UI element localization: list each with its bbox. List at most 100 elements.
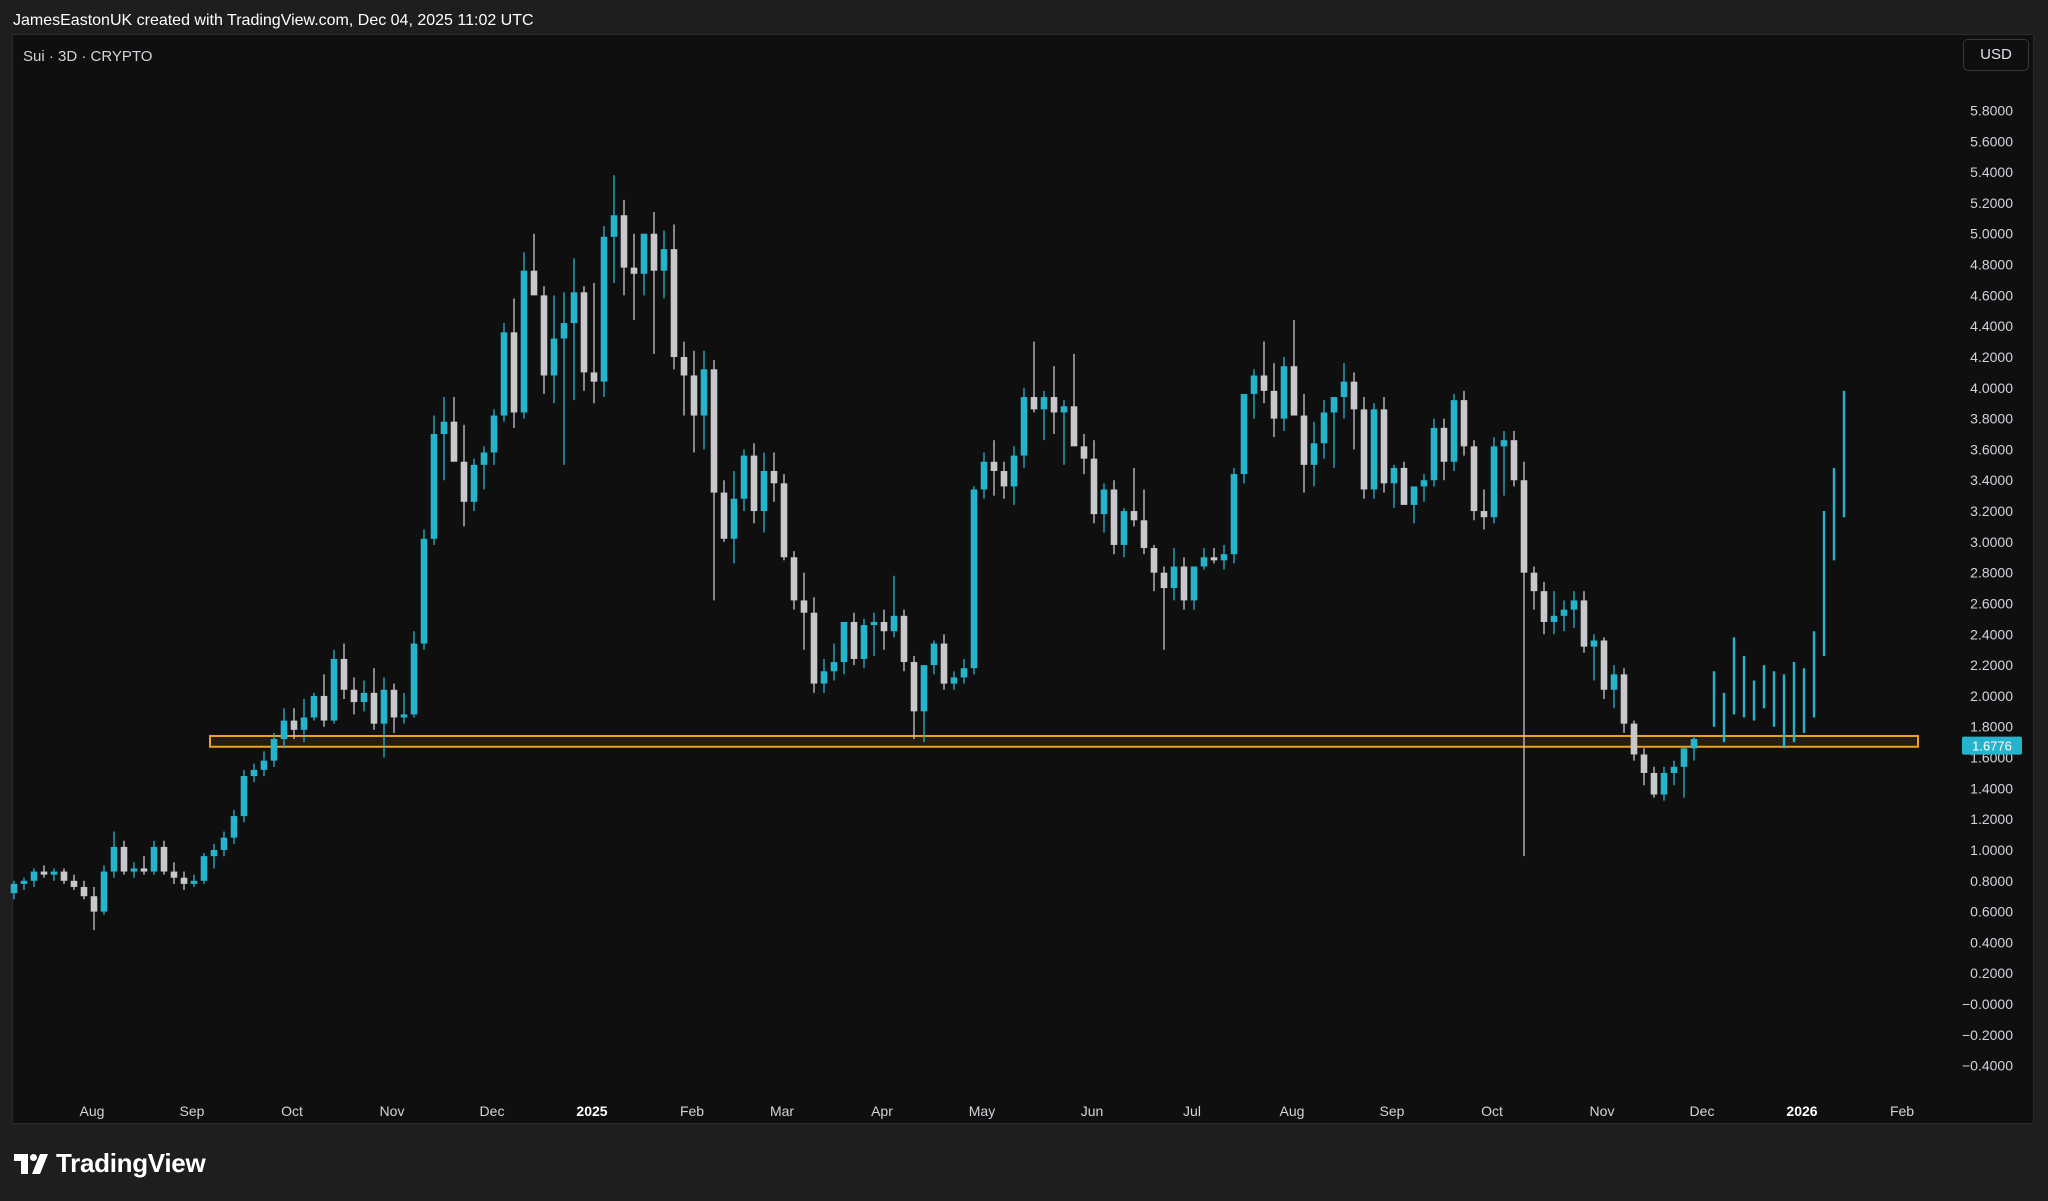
current-price-label: 1.6776 — [1972, 739, 2012, 754]
price-tick-label: 4.8000 — [1970, 257, 2013, 273]
candle — [80, 880, 88, 900]
candle-body — [720, 492, 728, 539]
candle-body — [650, 233, 658, 271]
candle — [1390, 464, 1398, 508]
top-bar: JamesEastonUK created with TradingView.c… — [0, 0, 2048, 34]
candle — [960, 658, 968, 684]
candle — [1370, 403, 1378, 499]
price-tick-label: 5.2000 — [1970, 195, 2013, 211]
support-zone-layer — [209, 734, 1919, 748]
candle-body — [460, 461, 468, 502]
candle-body — [890, 615, 898, 632]
candle — [810, 597, 818, 693]
candle — [650, 212, 658, 354]
candle-body — [1660, 772, 1668, 795]
price-tick-label: 2.0000 — [1970, 688, 2013, 704]
candle — [1040, 390, 1048, 441]
price-tick-label: 2.8000 — [1970, 565, 2013, 581]
candle — [920, 665, 928, 743]
candle — [1140, 489, 1148, 555]
candle — [1290, 320, 1298, 416]
tradingview-logo[interactable]: TradingView — [14, 1148, 206, 1179]
candle-body — [740, 455, 748, 499]
candle — [160, 840, 168, 875]
candle — [710, 360, 718, 601]
price-tick-label: 2.4000 — [1970, 626, 2013, 642]
candle — [1060, 400, 1068, 465]
candle-body — [350, 689, 358, 703]
candle — [1690, 735, 1698, 761]
time-tick-label: Aug — [1280, 1103, 1305, 1119]
time-tick-label: Mar — [770, 1103, 794, 1119]
candle — [1240, 393, 1248, 484]
symbol-label[interactable]: Sui · 3D · CRYPTO — [23, 48, 153, 65]
candle-body — [1150, 548, 1158, 573]
candle — [130, 862, 138, 878]
candle-body — [200, 856, 208, 881]
candle-body — [120, 846, 128, 872]
candle-body — [810, 612, 818, 684]
candle — [100, 865, 108, 915]
time-tick-label: Dec — [1690, 1103, 1715, 1119]
candle-body — [600, 236, 608, 382]
candle-body — [500, 332, 508, 416]
candle — [730, 470, 738, 564]
candle-body — [310, 695, 318, 718]
candle-body — [700, 369, 708, 416]
candle-body — [60, 871, 68, 881]
candle — [1380, 397, 1388, 493]
candle — [10, 880, 18, 900]
candle-body — [730, 498, 738, 539]
author-credit: JamesEastonUK created with TradingView.c… — [13, 12, 534, 29]
candle-body — [40, 871, 48, 875]
footer-bar — [0, 1124, 2048, 1201]
candle-body — [70, 880, 78, 887]
candle — [750, 443, 758, 524]
candle-body — [1020, 397, 1028, 456]
candle — [1500, 430, 1508, 496]
time-tick-label: Dec — [480, 1103, 505, 1119]
candle-body — [100, 871, 108, 912]
candle-body — [140, 868, 148, 872]
candle — [150, 840, 158, 875]
candle-body — [1360, 409, 1368, 490]
candle — [760, 452, 768, 533]
price-tick-label: 5.4000 — [1970, 164, 2013, 180]
candle — [50, 868, 58, 881]
candle-body — [1160, 572, 1168, 589]
candle — [1450, 393, 1458, 471]
candle — [1160, 566, 1168, 650]
candle — [1490, 437, 1498, 524]
candle — [1300, 393, 1308, 493]
candle-body — [1180, 566, 1188, 601]
currency-button[interactable]: USD — [1963, 39, 2029, 71]
chart-pane[interactable] — [12, 34, 2034, 1124]
candle — [770, 452, 778, 502]
candle-body — [10, 883, 18, 894]
candle — [1010, 446, 1018, 505]
candle-body — [1010, 455, 1018, 487]
candle — [1670, 760, 1678, 786]
candle-body — [1070, 406, 1078, 447]
candle-body — [1200, 557, 1208, 567]
candle-body — [1250, 375, 1258, 394]
candle — [1000, 461, 1008, 499]
candle-body — [1300, 415, 1308, 465]
candle — [680, 341, 688, 416]
candle — [440, 397, 448, 481]
candle-body — [680, 356, 688, 376]
candle — [1460, 390, 1468, 456]
candle — [1220, 544, 1228, 570]
candle — [1550, 591, 1558, 635]
candle — [400, 692, 408, 724]
candle-body — [910, 662, 918, 712]
support-zone-box[interactable] — [209, 734, 1919, 748]
candle — [460, 424, 468, 527]
candle — [490, 409, 498, 465]
candle-body — [1580, 600, 1588, 647]
candle-body — [20, 880, 28, 884]
candle-body — [1640, 754, 1648, 773]
candle-body — [940, 643, 948, 684]
time-axis: Aug Sep Oct Nov Dec 2025 Feb Mar Apr May Jun Jul Aug… — [80, 1103, 1915, 1119]
